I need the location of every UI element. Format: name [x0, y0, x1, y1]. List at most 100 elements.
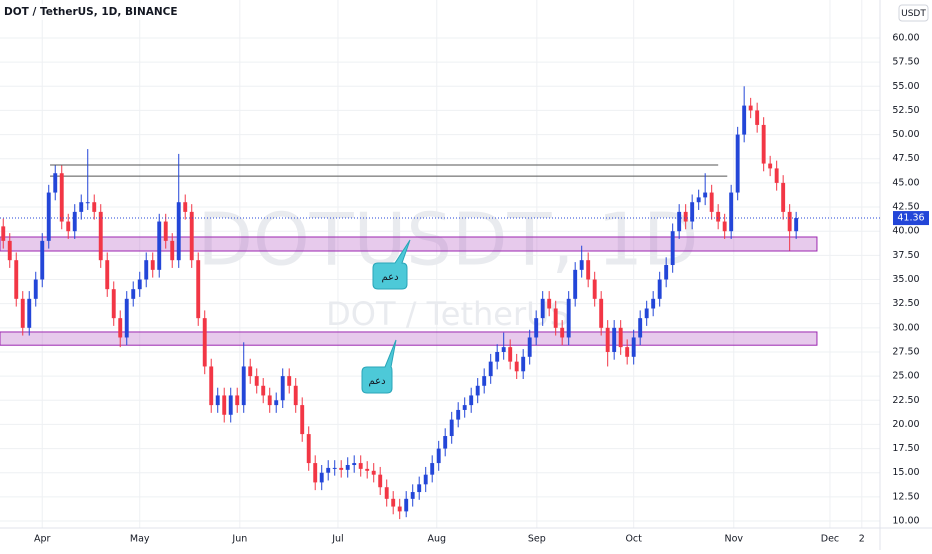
candle-body — [748, 105, 753, 111]
candle-body — [625, 347, 630, 357]
currency-box — [898, 4, 929, 22]
candle-body — [651, 298, 656, 309]
last-price-label: 41.36 — [897, 213, 924, 224]
candle-body — [332, 467, 337, 469]
candle-body — [618, 327, 623, 348]
candle-body — [391, 498, 396, 507]
x-tick-label: Aug — [427, 534, 446, 545]
candle-body — [456, 409, 461, 420]
chart-title: DOT / TetherUS, 1D, BINANCE — [4, 6, 178, 18]
candle-body — [488, 361, 493, 377]
candle-body — [787, 211, 792, 232]
candle-body — [228, 395, 233, 415]
candle-body — [59, 173, 64, 222]
candles — [1, 86, 799, 520]
y-tick-label: 30.00 — [892, 322, 919, 333]
candle-body — [352, 463, 357, 466]
candle-body — [118, 318, 123, 338]
x-tick-label: Sep — [528, 534, 546, 545]
y-tick-label: 32.50 — [892, 298, 919, 309]
x-tick-label: Apr — [34, 534, 51, 545]
candle-body — [664, 265, 669, 280]
callout: دعم — [372, 239, 411, 290]
candle-body — [326, 467, 331, 473]
candle-body — [170, 240, 175, 261]
candle-body — [599, 298, 604, 328]
candle-body — [131, 289, 136, 299]
x-tick-label: Jun — [231, 534, 247, 545]
x-tick-label: May — [130, 534, 150, 545]
candle-body — [7, 240, 12, 261]
candle-body — [722, 221, 727, 232]
candle-body — [183, 202, 188, 212]
x-tick-label: Jul — [331, 534, 343, 545]
candle-body — [709, 192, 714, 212]
candle-body — [92, 202, 97, 212]
candle-body — [176, 202, 181, 261]
callout-shape — [372, 239, 411, 290]
candle-body — [670, 231, 675, 266]
candle-body — [508, 347, 513, 362]
y-tick-label: 27.50 — [892, 346, 919, 357]
candle-body — [560, 327, 565, 338]
candle-body — [540, 298, 545, 319]
candle-body — [79, 202, 84, 212]
candle-body — [397, 506, 402, 512]
candle-body — [774, 168, 779, 183]
candle-body — [657, 279, 662, 299]
candle-body — [417, 484, 422, 493]
y-tick-label: 35.00 — [892, 274, 919, 285]
support-zone — [0, 331, 818, 346]
candle-body — [423, 474, 428, 485]
candle-body — [371, 470, 376, 475]
candle-body — [449, 419, 454, 437]
candle-body — [254, 376, 259, 386]
candle-body — [33, 279, 38, 299]
candle-body — [378, 474, 383, 488]
y-tick-label: 40.00 — [892, 226, 919, 237]
candle-body — [566, 298, 571, 338]
candle-body — [274, 400, 279, 406]
candle-body — [53, 173, 58, 193]
y-tick-label: 10.00 — [892, 516, 919, 527]
candle-body — [469, 395, 474, 406]
candle-body — [768, 163, 773, 169]
candle-body — [553, 308, 558, 328]
candle-body — [534, 318, 539, 338]
y-tick-label: 22.50 — [892, 395, 919, 406]
candle-body — [761, 124, 766, 164]
y-tick-label: 25.00 — [892, 371, 919, 382]
candle-body — [189, 211, 194, 261]
y-tick-label: 12.50 — [892, 491, 919, 502]
x-tick-label: Oct — [625, 534, 642, 545]
candle-body — [794, 218, 799, 232]
candle-body — [592, 279, 597, 299]
candle-body — [462, 405, 467, 410]
watermark-sub: DOT / TetherUS — [326, 295, 570, 333]
candle-body — [690, 202, 695, 222]
candle-body — [716, 211, 721, 222]
candle-body — [683, 211, 688, 222]
candle-body — [261, 385, 266, 396]
callout-text: دعم — [381, 272, 398, 283]
y-tick-label: 52.50 — [892, 105, 919, 116]
axis-labels: 10.00 12.50 15.00 17.50 20.00 22.50 25.00 27.50… — [34, 32, 920, 544]
candle-body — [443, 436, 448, 449]
candle-body — [339, 467, 344, 470]
y-tick-label: 17.50 — [892, 443, 919, 454]
candle-body — [20, 298, 25, 328]
y-tick-label: 20.00 — [892, 419, 919, 430]
y-tick-label: 45.00 — [892, 177, 919, 188]
candle-body — [124, 298, 129, 338]
candle-body — [755, 110, 760, 125]
candle-body — [163, 221, 168, 241]
candle-body — [157, 221, 162, 270]
y-tick-label: 57.50 — [892, 57, 919, 68]
candle-body — [196, 260, 201, 319]
candle-body — [410, 492, 415, 499]
candle-body — [384, 487, 389, 499]
candle-body — [137, 279, 142, 290]
